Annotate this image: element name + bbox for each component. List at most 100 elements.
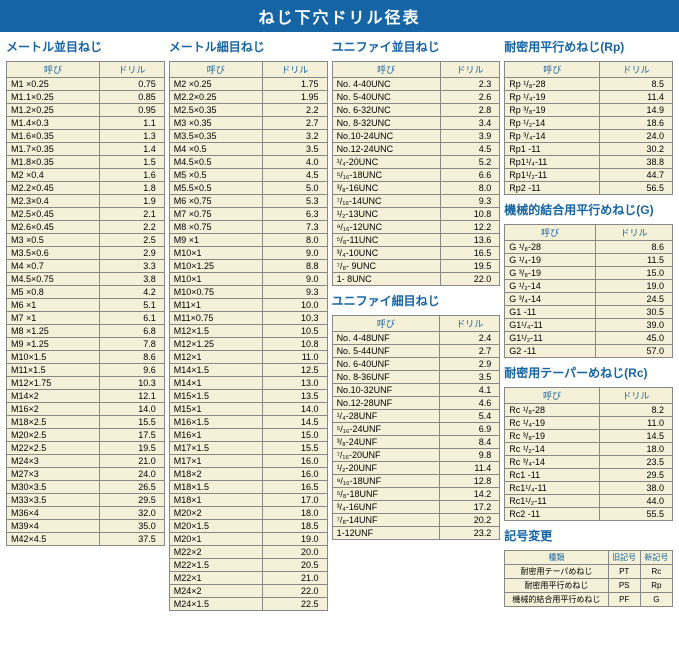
cell: M2.6×0.45: [7, 221, 100, 234]
th-name: 呼び: [505, 225, 596, 241]
cell: No. 5-44UNF: [332, 345, 440, 358]
cell: 3.8: [100, 273, 165, 286]
th-drill: ドリル: [100, 62, 165, 78]
table-row: M12×1.7510.3: [7, 377, 165, 390]
cell: 13.5: [262, 390, 327, 403]
cell: 16.0: [262, 468, 327, 481]
cell: 9.3: [262, 286, 327, 299]
cell: M3.5×0.35: [169, 130, 262, 143]
cell: Rp ¹/₄-19: [505, 91, 600, 104]
cell: ¹/₂-13UNC: [332, 208, 440, 221]
table-row: Rc2 -1155.5: [505, 508, 673, 521]
table-row: ⁷/₁₆-20UNF9.8: [332, 449, 500, 462]
th-name: 呼び: [7, 62, 100, 78]
cell: M12×1: [169, 351, 262, 364]
column-3: ユニファイ並目ねじ 呼びドリルNo. 4-40UNC2.3No. 5-40UNC…: [332, 36, 501, 611]
cell: 4.2: [100, 286, 165, 299]
cell: 57.0: [596, 345, 673, 358]
cell: G ³/₈-19: [505, 267, 596, 280]
table-row: G ³/₄-1424.5: [505, 293, 673, 306]
table-row: ¹/₂-13UNC10.8: [332, 208, 500, 221]
cell: 15.0: [596, 267, 673, 280]
cell: 0.85: [100, 91, 165, 104]
table-row: M22×121.0: [169, 572, 327, 585]
main-container: メートル並目ねじ 呼びドリルM1 ×0.250.75M1.1×0.250.85M…: [0, 32, 679, 615]
cell: 20.5: [262, 559, 327, 572]
cell: 6.1: [100, 312, 165, 325]
table-row: G ¹/₈-288.6: [505, 241, 673, 254]
table-row: ¹/₄-28UNF5.4: [332, 410, 500, 423]
cell: 19.5: [100, 442, 165, 455]
cell: ⁵/₈-11UNC: [332, 234, 440, 247]
table-s4: 呼びドリルNo. 4-48UNF2.4No. 5-44UNF2.7No. 6-4…: [332, 315, 501, 540]
table-row: Rc1 -1129.5: [505, 469, 673, 482]
cell: M1.1×0.25: [7, 91, 100, 104]
cell: 38.8: [600, 156, 673, 169]
cell: 21.0: [100, 455, 165, 468]
table-row: M42×4.537.5: [7, 533, 165, 546]
cell: 19.0: [596, 280, 673, 293]
table-row: No. 4-40UNC2.3: [332, 78, 500, 91]
cell: 2.7: [440, 345, 500, 358]
cell: 16.0: [262, 455, 327, 468]
table-row: M22×2.519.5: [7, 442, 165, 455]
table-row: M11×1.59.6: [7, 364, 165, 377]
cell: 10.8: [262, 338, 327, 351]
cell: M5.5×0.5: [169, 182, 262, 195]
cell: G ¹/₄-19: [505, 254, 596, 267]
cell: 24.0: [100, 468, 165, 481]
cell: 11.5: [596, 254, 673, 267]
cell: 8.0: [440, 182, 500, 195]
cell: 17.5: [100, 429, 165, 442]
cell: M22×1.5: [169, 559, 262, 572]
cell: M20×2.5: [7, 429, 100, 442]
table-row: M18×216.0: [169, 468, 327, 481]
cell: ³/₈-16UNC: [332, 182, 440, 195]
cell: ⁷/₈-14UNF: [332, 514, 440, 527]
cell: Rc ¹/₄-19: [505, 417, 600, 430]
cell: M3.5×0.6: [7, 247, 100, 260]
cell: 38.0: [599, 482, 672, 495]
table-row: No. 8-36UNF3.5: [332, 371, 500, 384]
table-row: M2.5×0.352.2: [169, 104, 327, 117]
cell: 14.0: [262, 403, 327, 416]
cell: M20×1.5: [169, 520, 262, 533]
cell: Rc ³/₄-14: [505, 456, 600, 469]
cell: M20×2: [169, 507, 262, 520]
table-row: ⁷/₁₆-14UNC9.3: [332, 195, 500, 208]
cell: M16×2: [7, 403, 100, 416]
table-row: M20×218.0: [169, 507, 327, 520]
table-row: M22×220.0: [169, 546, 327, 559]
cell: M11×0.75: [169, 312, 262, 325]
cell: 2.9: [440, 358, 500, 371]
column-2: メートル細目ねじ 呼びドリルM2 ×0.251.75M2.2×0.251.95M…: [169, 36, 328, 611]
table-row: M2.3×0.41.9: [7, 195, 165, 208]
cell: M10×1: [169, 273, 262, 286]
cell: M16×1: [169, 429, 262, 442]
table-row: M10×19.0: [169, 247, 327, 260]
table-row: M4 ×0.73.3: [7, 260, 165, 273]
cell: M42×4.5: [7, 533, 100, 546]
table-row: M8 ×1.256.8: [7, 325, 165, 338]
th-drill: ドリル: [596, 225, 673, 241]
th-drill: ドリル: [440, 316, 500, 332]
table-row: M24×321.0: [7, 455, 165, 468]
cell: 15.5: [100, 416, 165, 429]
cell: 24.5: [596, 293, 673, 306]
table-row: M7 ×0.756.3: [169, 208, 327, 221]
cell: M11×1: [169, 299, 262, 312]
cell: 1-12UNF: [332, 527, 440, 540]
cell: 1.95: [262, 91, 327, 104]
table-s3: 呼びドリルNo. 4-40UNC2.3No. 5-40UNC2.6No. 6-3…: [332, 61, 501, 286]
cell: Rc ¹/₈-28: [505, 404, 600, 417]
cell: 4.5: [262, 169, 327, 182]
cell: Rp2 -11: [505, 182, 600, 195]
table-s2: 呼びドリルM2 ×0.251.75M2.2×0.251.95M2.5×0.352…: [169, 61, 328, 611]
cell: M12×1.5: [169, 325, 262, 338]
table-row: ³/₄-16UNF17.2: [332, 501, 500, 514]
table-row: M2.5×0.452.1: [7, 208, 165, 221]
cell: M1.7×0.35: [7, 143, 100, 156]
th-drill: ドリル: [440, 62, 500, 78]
cell: 2.7: [262, 117, 327, 130]
cell: M2.3×0.4: [7, 195, 100, 208]
